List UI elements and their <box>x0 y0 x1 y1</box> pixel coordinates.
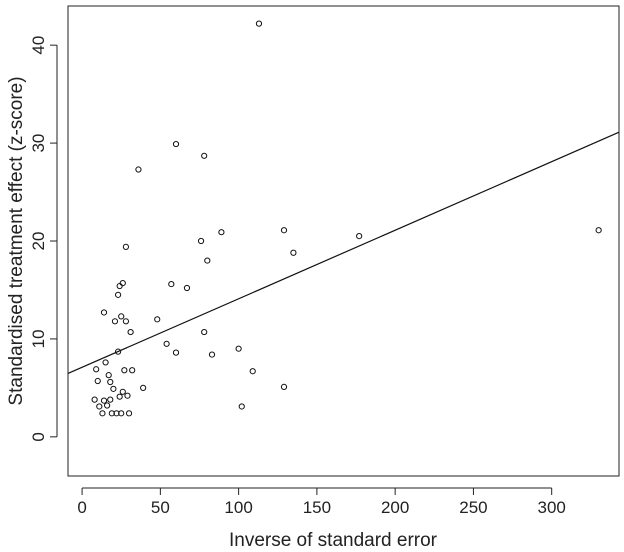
data-point <box>116 282 123 290</box>
data-point <box>119 388 126 395</box>
x-tick-label: 250 <box>459 498 487 517</box>
data-point <box>122 318 130 325</box>
data-point <box>201 328 208 336</box>
data-point <box>183 284 191 292</box>
data-point <box>172 349 180 356</box>
data-point <box>125 410 133 417</box>
x-tick-label: 100 <box>224 498 252 517</box>
data-point <box>113 410 120 417</box>
data-point <box>135 166 142 173</box>
data-point <box>201 152 208 159</box>
data-point <box>111 318 119 325</box>
data-point <box>102 359 109 366</box>
data-point <box>116 393 123 400</box>
data-point <box>140 384 147 391</box>
data-point <box>235 345 242 352</box>
data-point <box>108 410 115 417</box>
data-point <box>118 313 125 320</box>
data-point <box>255 20 263 27</box>
data-point <box>280 227 288 234</box>
x-tick-label: 150 <box>303 498 331 517</box>
data-point <box>107 378 114 386</box>
data-point <box>208 351 216 358</box>
y-axis-title: Standardised treatment effect (z-score) <box>6 76 27 405</box>
y-axis: 0 10 20 30 40 <box>29 36 58 442</box>
x-axis-title: Inverse of standard error <box>229 530 438 551</box>
data-point <box>91 396 98 403</box>
data-point <box>356 233 363 240</box>
y-tick-label: 20 <box>29 232 48 251</box>
data-point <box>121 367 128 374</box>
data-point <box>110 385 117 392</box>
plot-frame <box>67 5 620 477</box>
data-point <box>124 392 131 399</box>
data-point <box>114 348 122 355</box>
x-tick-label: 50 <box>151 498 170 517</box>
data-point <box>100 309 108 316</box>
data-point <box>163 340 170 347</box>
data-points <box>91 20 602 417</box>
regression-line <box>67 131 620 375</box>
data-point <box>119 280 126 287</box>
y-tick-label: 10 <box>29 329 48 348</box>
data-point <box>114 291 122 298</box>
data-point <box>94 377 101 385</box>
data-point <box>127 328 134 336</box>
y-tick-label: 0 <box>29 432 48 441</box>
x-tick-label: 0 <box>77 498 86 517</box>
data-point <box>249 368 256 375</box>
data-point <box>168 280 175 288</box>
data-point <box>197 237 205 245</box>
data-point <box>122 243 130 250</box>
data-point <box>93 366 100 373</box>
x-tick-label: 300 <box>538 498 566 517</box>
data-point <box>118 410 125 417</box>
data-point <box>105 372 112 379</box>
data-point <box>290 249 297 256</box>
x-tick-label: 200 <box>381 498 409 517</box>
data-point <box>129 367 136 374</box>
data-point <box>280 383 288 390</box>
y-tick-label: 40 <box>29 36 48 55</box>
y-tick-label: 30 <box>29 134 48 153</box>
data-point <box>99 410 106 417</box>
data-point <box>96 403 103 410</box>
x-axis: 0 50 100 150 200 250 300 <box>77 487 566 517</box>
data-point <box>100 397 108 404</box>
data-point <box>218 229 225 236</box>
data-point <box>204 257 211 264</box>
data-point <box>107 396 114 403</box>
data-point <box>172 140 180 148</box>
data-point <box>238 403 245 410</box>
data-point <box>595 227 602 234</box>
data-point <box>104 402 111 409</box>
data-point <box>154 316 161 323</box>
